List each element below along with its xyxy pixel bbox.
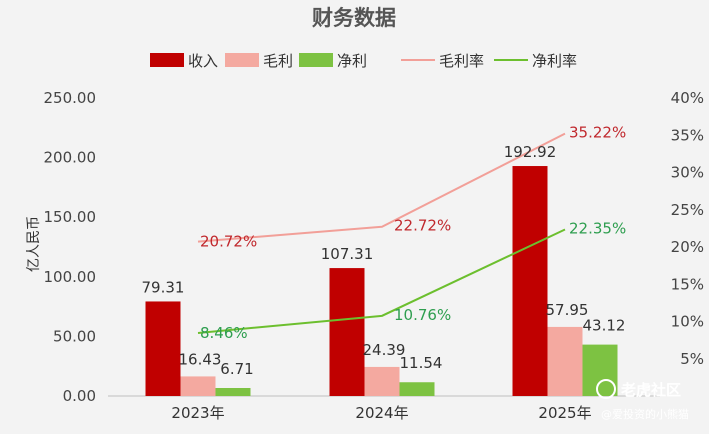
bar-毛利 <box>547 326 583 396</box>
y2-tick-label: 15% <box>671 275 704 293</box>
watermark: 老虎社区 @爱投资的小熊猫 <box>596 379 689 421</box>
legend-label: 净利率 <box>532 52 577 70</box>
x-tick-label: 2023年 <box>171 404 224 422</box>
y-tick-label: 250.00 <box>44 89 97 107</box>
bar-净利 <box>215 388 251 396</box>
y2-tick-label: 35% <box>671 126 704 144</box>
y-axis-label: 亿人民币 <box>26 216 42 272</box>
tiger-logo-icon <box>596 379 616 399</box>
bar-value-label: 192.92 <box>504 143 557 161</box>
line-value-label: 35.22% <box>569 124 626 142</box>
legend-label: 毛利 <box>263 52 293 70</box>
y-tick-label: 0.00 <box>63 387 96 405</box>
y-tick-label: 150.00 <box>44 208 97 226</box>
bar-value-label: 79.31 <box>142 278 185 296</box>
bars <box>145 166 618 396</box>
bar-value-label: 57.95 <box>546 301 589 319</box>
chart-title: 财务数据 <box>312 6 396 30</box>
y2-tick-label: 30% <box>671 164 704 182</box>
y2-tick-label: 20% <box>671 238 704 256</box>
bar-毛利 <box>364 366 400 396</box>
bar-毛利 <box>180 376 216 396</box>
y-tick-label: 200.00 <box>44 149 97 167</box>
line-value-label: 20.72% <box>200 233 257 251</box>
bar-value-label: 6.71 <box>220 360 253 378</box>
legend-swatch <box>225 53 259 67</box>
legend-label: 收入 <box>188 52 218 70</box>
bar-value-label: 107.31 <box>321 245 374 263</box>
y2-tick-label: 5% <box>680 350 704 368</box>
line-value-label: 10.76% <box>394 306 451 324</box>
bar-value-label: 16.43 <box>179 350 222 368</box>
bar-净利 <box>399 382 435 396</box>
line-毛利率 <box>197 132 566 243</box>
legend-swatch <box>299 53 333 67</box>
y2-tick-label: 25% <box>671 201 704 219</box>
line-净利率 <box>197 228 566 334</box>
legend-label: 净利 <box>337 52 367 70</box>
legend-swatch <box>150 53 184 67</box>
legend-label: 毛利率 <box>439 52 484 70</box>
bar-value-label: 11.54 <box>400 354 443 372</box>
bar-净利 <box>582 344 618 396</box>
x-tick-label: 2024年 <box>355 404 408 422</box>
x-tick-label: 2025年 <box>538 404 591 422</box>
bar-收入 <box>329 268 365 396</box>
line-value-label: 8.46% <box>200 324 248 342</box>
bar-value-label: 24.39 <box>363 341 406 359</box>
legend: 收入 毛利 净利 毛利率 净利率 <box>150 52 577 70</box>
data-labels: 79.31 107.31 192.92 16.43 24.39 57.95 6.71 11.5… <box>142 124 627 378</box>
y-tick-label: 50.00 <box>53 327 96 345</box>
y-tick-label: 100.00 <box>44 268 97 286</box>
watermark-sub-text: @爱投资的小熊猫 <box>601 407 689 421</box>
line-value-label: 22.35% <box>569 219 626 237</box>
axes: 0.00 50.00 100.00 150.00 200.00 250.00 5% 10% 15… <box>44 89 705 422</box>
bar-收入 <box>145 301 181 396</box>
line-value-label: 22.72% <box>394 217 451 235</box>
bar-收入 <box>512 166 548 396</box>
watermark-text: 老虎社区 <box>620 381 681 399</box>
bar-value-label: 43.12 <box>583 317 626 335</box>
lines <box>197 132 566 334</box>
y2-tick-label: 40% <box>671 89 704 107</box>
y2-tick-label: 10% <box>671 313 704 331</box>
